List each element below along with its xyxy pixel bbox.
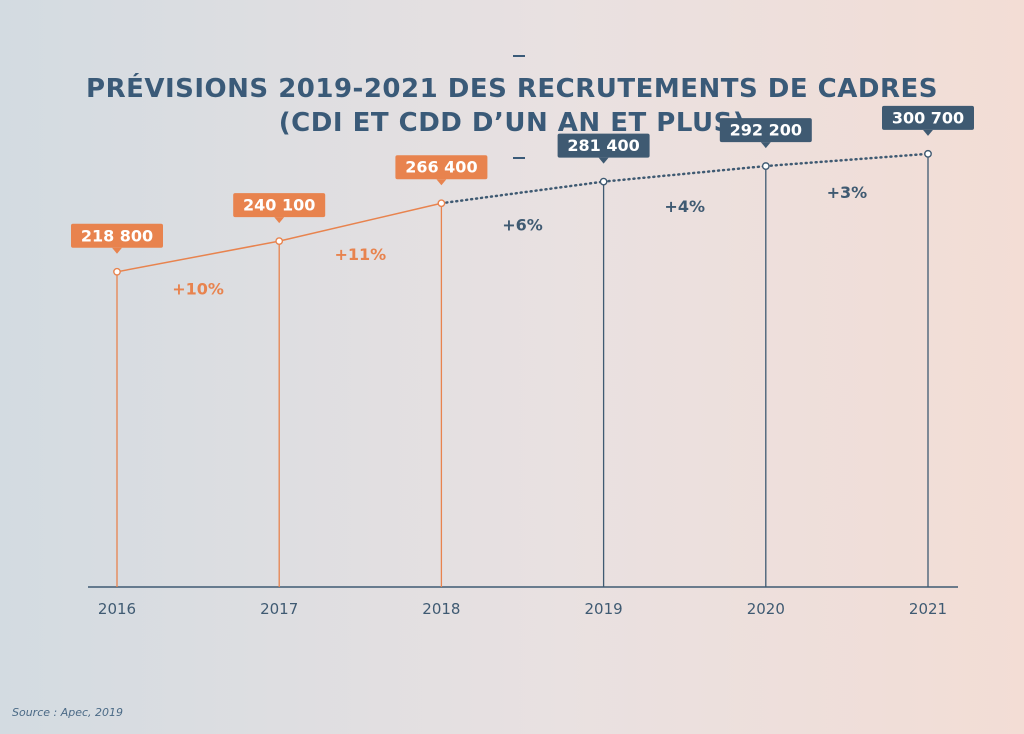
value-label-2019: 281 400: [567, 136, 639, 155]
growth-label-2020-2021: +3%: [827, 183, 868, 202]
value-label-2018: 266 400: [405, 158, 477, 177]
data-point-2021: [924, 149, 932, 158]
title-dash-top: [513, 55, 525, 57]
growth-label-2018-2019: +6%: [502, 215, 543, 234]
value-label-pointer-2019: [598, 157, 609, 164]
data-point-2020: [761, 162, 770, 170]
x-tick-label-2021: 2021: [909, 600, 947, 618]
x-tick-label-2018: 2018: [422, 600, 460, 618]
growth-label-2019-2020: +4%: [664, 197, 705, 216]
growth-label-2016-2017: +10%: [172, 279, 224, 298]
title-dash-bottom: [513, 157, 525, 159]
growth-label-2017-2018: +11%: [334, 245, 386, 264]
value-label-2021: 300 700: [892, 108, 964, 127]
data-point-2016: [113, 267, 121, 276]
series-segment-2020-2021: [764, 152, 930, 168]
value-label-pointer-2021: [923, 129, 933, 136]
value-label-pointer-2020: [760, 142, 771, 149]
value-label-pointer-2016: [112, 247, 122, 254]
x-tick-label-2016: 2016: [98, 600, 136, 618]
source-note: Source : Apec, 2019: [12, 706, 124, 719]
value-label-box-2019: [557, 133, 650, 158]
data-point-2018: [437, 199, 446, 208]
series-segment-2019-2020: [602, 164, 768, 183]
x-tick-label-2019: 2019: [585, 600, 623, 618]
data-point-2017: [275, 237, 284, 246]
series-segment-2016-2017: [116, 240, 280, 273]
series-segment-2017-2018: [279, 202, 442, 242]
value-label-pointer-2018: [436, 179, 447, 186]
data-point-2019: [599, 177, 608, 186]
value-label-2016: 218 800: [81, 226, 153, 245]
value-label-2017: 240 100: [243, 196, 315, 215]
value-label-box-2021: [882, 105, 974, 130]
x-tick-label-2020: 2020: [747, 600, 785, 618]
value-label-box-2020: [719, 118, 812, 143]
chart-title-line-2: (CDI ET CDD D’UN AN ET PLUS): [278, 108, 746, 138]
value-label-box-2018: [395, 155, 488, 180]
x-tick-label-2017: 2017: [260, 600, 298, 618]
chart-title-line-1: PRÉVISIONS 2019-2021 DES RECRUTEMENTS DE…: [86, 74, 938, 104]
value-label-2020: 292 200: [730, 121, 802, 140]
series-segment-2018-2019: [440, 180, 605, 205]
value-label-box-2016: [71, 223, 163, 248]
value-label-box-2017: [233, 193, 326, 218]
value-label-pointer-2017: [274, 217, 285, 224]
